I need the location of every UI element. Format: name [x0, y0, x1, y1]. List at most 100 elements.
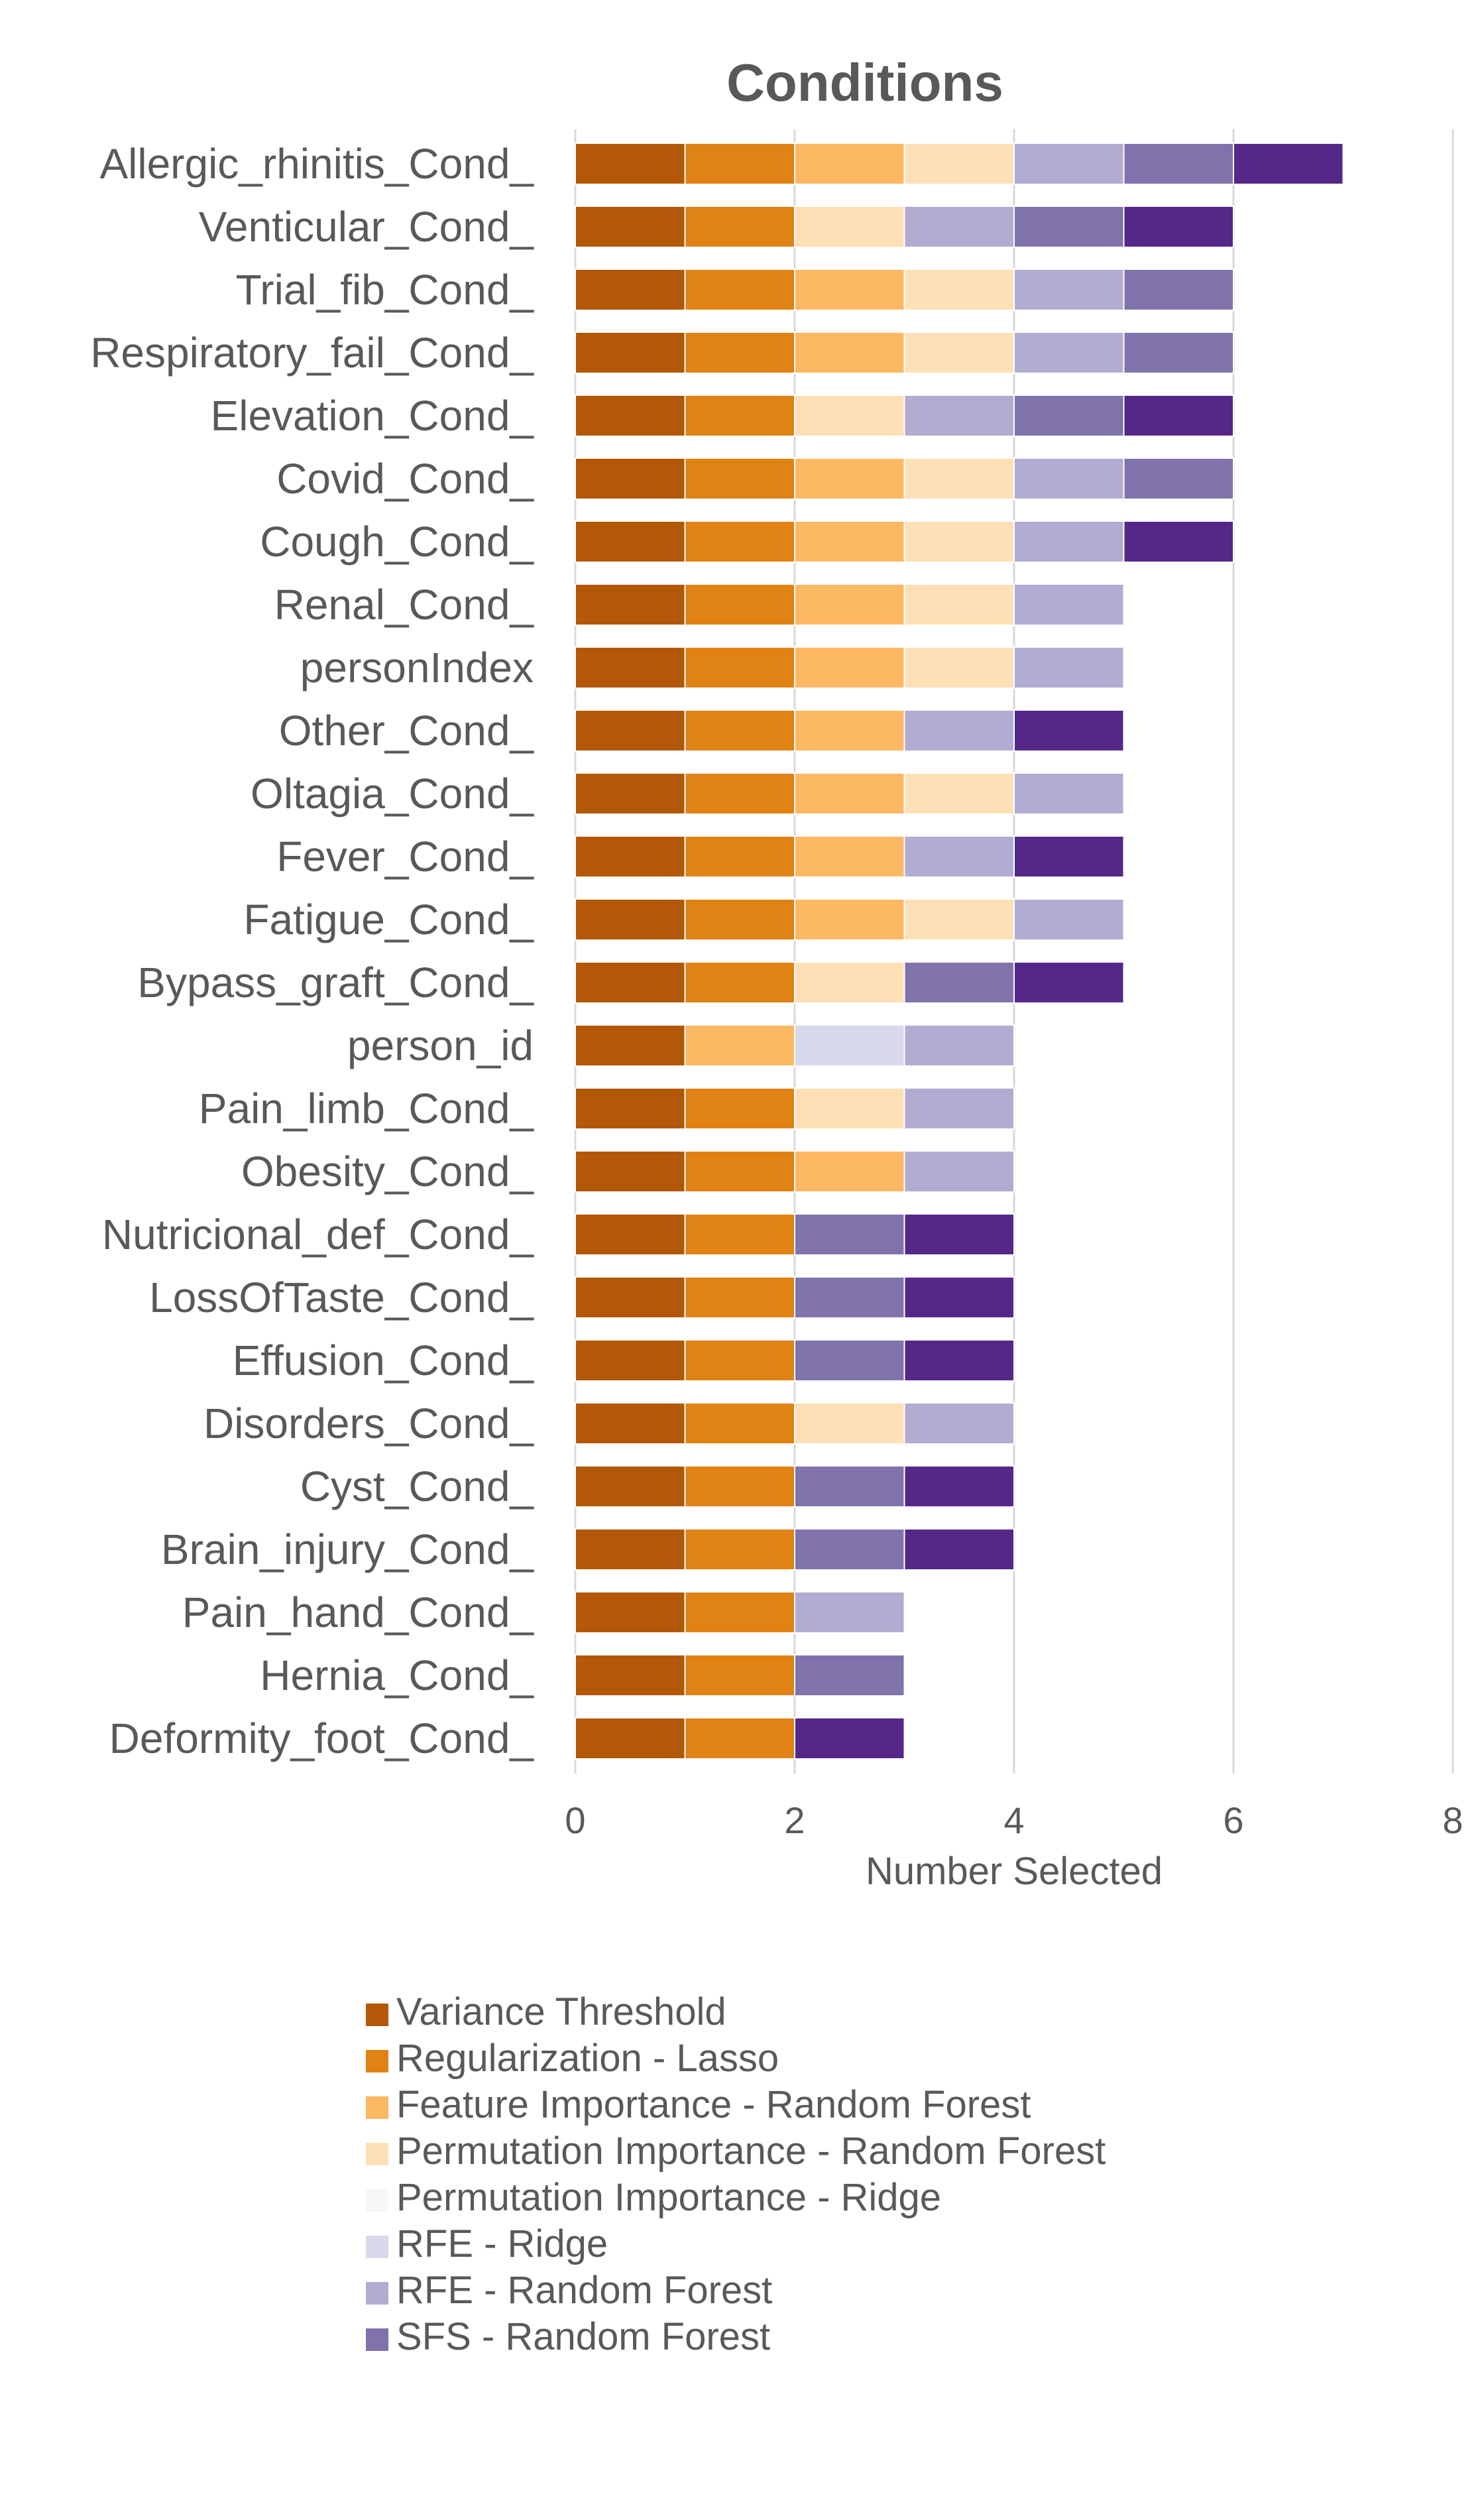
- bar-segment: [1013, 206, 1125, 248]
- bar-segment: [684, 520, 795, 563]
- bar-segment: [1013, 646, 1125, 689]
- legend-label: Permutation Importance - Ridge: [396, 2176, 941, 2219]
- bar-segment: [794, 1465, 905, 1508]
- category-label: Effusion_Cond_: [233, 1337, 535, 1384]
- category-label: Pain_hand_Cond_: [182, 1589, 535, 1636]
- bar-segment: [903, 1528, 1015, 1571]
- bar-segment: [575, 1654, 686, 1697]
- legend-label: Regularization - Lasso: [396, 2037, 779, 2080]
- category-label: Bypass_graft_Cond_: [137, 959, 534, 1006]
- legend-swatch: [366, 2236, 388, 2258]
- x-axis-title: Number Selected: [866, 1850, 1163, 1893]
- legend-label: Permutation Importance - Random Forest: [396, 2130, 1106, 2173]
- category-label: Obesity_Cond_: [241, 1148, 535, 1195]
- bar-segment: [575, 583, 686, 626]
- bar-segment: [684, 394, 795, 437]
- bar-segment: [575, 709, 686, 752]
- legend-label: Feature Importance - Random Forest: [396, 2083, 1031, 2126]
- bar-segment: [1013, 772, 1125, 815]
- bar-segment: [575, 331, 686, 374]
- bar-segment: [794, 709, 905, 752]
- chart-title: Conditions: [726, 53, 1003, 112]
- bar-segment: [575, 1717, 686, 1760]
- category-label: Other_Cond_: [279, 707, 535, 754]
- x-tick-label: 4: [1003, 1799, 1024, 1841]
- legend-label: SFS - Random Forest: [396, 2315, 770, 2358]
- bar-segment: [1123, 269, 1234, 311]
- category-label: Hernia_Cond_: [260, 1651, 534, 1699]
- bar-segment: [903, 1465, 1015, 1508]
- category-label: Deformity_foot_Cond_: [109, 1714, 535, 1762]
- bar-segment: [684, 1654, 795, 1697]
- bar-segment: [1013, 709, 1125, 752]
- legend-swatch: [366, 2189, 388, 2212]
- bar-segment: [903, 961, 1015, 1004]
- bar-segment: [684, 269, 795, 311]
- bar-segment: [794, 1024, 905, 1067]
- bar-segment: [1013, 898, 1125, 941]
- bar-segment: [794, 520, 905, 563]
- bar-segment: [1013, 269, 1125, 311]
- legend-label: RFE - Random Forest: [396, 2269, 772, 2312]
- bar-segment: [575, 457, 686, 500]
- bar-segment: [1013, 961, 1125, 1004]
- bar-segment: [903, 835, 1015, 878]
- bar-segment: [794, 1654, 905, 1697]
- category-label: Fever_Cond_: [276, 833, 534, 880]
- bar-segment: [794, 1150, 905, 1193]
- bar-segment: [1013, 143, 1125, 185]
- x-tick-label: 2: [784, 1799, 805, 1841]
- bar-segment: [575, 1276, 686, 1319]
- bar-segment: [575, 394, 686, 437]
- bar-segment: [794, 583, 905, 626]
- bar-segment: [684, 709, 795, 752]
- category-label: Brain_injury_Cond_: [161, 1526, 535, 1573]
- bar-segment: [1013, 331, 1125, 374]
- category-label: LossOfTaste_Cond_: [149, 1274, 534, 1321]
- bar-segment: [903, 1213, 1015, 1256]
- bar-segment: [903, 1087, 1015, 1130]
- bar-segment: [575, 1150, 686, 1193]
- bar-segment: [903, 646, 1015, 689]
- bar-segment: [1013, 583, 1125, 626]
- bar-segment: [575, 269, 686, 311]
- bar-segment: [575, 1087, 686, 1130]
- bar-segment: [575, 1024, 686, 1067]
- category-label: Disorders_Cond_: [203, 1400, 534, 1447]
- bar-segment: [575, 520, 686, 563]
- category-label: Fatigue_Cond_: [243, 896, 534, 943]
- bar-segment: [684, 583, 795, 626]
- category-label: Venticular_Cond_: [199, 203, 535, 251]
- bar-segment: [903, 772, 1015, 815]
- bar-segment: [794, 898, 905, 941]
- bar-segment: [1013, 457, 1125, 500]
- bar-segment: [794, 1339, 905, 1382]
- bar-segment: [684, 961, 795, 1004]
- bar-segment: [684, 1339, 795, 1382]
- category-label: Respiratory_fail_Cond_: [90, 329, 534, 377]
- bar-segment: [684, 835, 795, 878]
- bar-segment: [684, 457, 795, 500]
- bar-segment: [575, 835, 686, 878]
- category-label: person_id: [347, 1022, 534, 1069]
- bar-segment: [903, 331, 1015, 374]
- x-tick-label: 8: [1442, 1799, 1463, 1841]
- bar-segment: [903, 898, 1015, 941]
- bar-segment: [575, 772, 686, 815]
- bar-segment: [903, 394, 1015, 437]
- bar-segment: [794, 1213, 905, 1256]
- bar-segment: [903, 1024, 1015, 1067]
- category-label: Renal_Cond_: [274, 581, 535, 629]
- bar-segment: [684, 1150, 795, 1193]
- x-tick-label: 0: [565, 1799, 585, 1841]
- bar-segment: [794, 772, 905, 815]
- bar-segment: [575, 206, 686, 248]
- bar-segment: [575, 1465, 686, 1508]
- bars: [575, 143, 1344, 1760]
- bar-segment: [794, 1276, 905, 1319]
- bar-segment: [903, 1339, 1015, 1382]
- bar-segment: [684, 1402, 795, 1445]
- bar-segment: [903, 583, 1015, 626]
- category-label: Pain_limb_Cond_: [199, 1085, 535, 1132]
- bar-segment: [903, 1402, 1015, 1445]
